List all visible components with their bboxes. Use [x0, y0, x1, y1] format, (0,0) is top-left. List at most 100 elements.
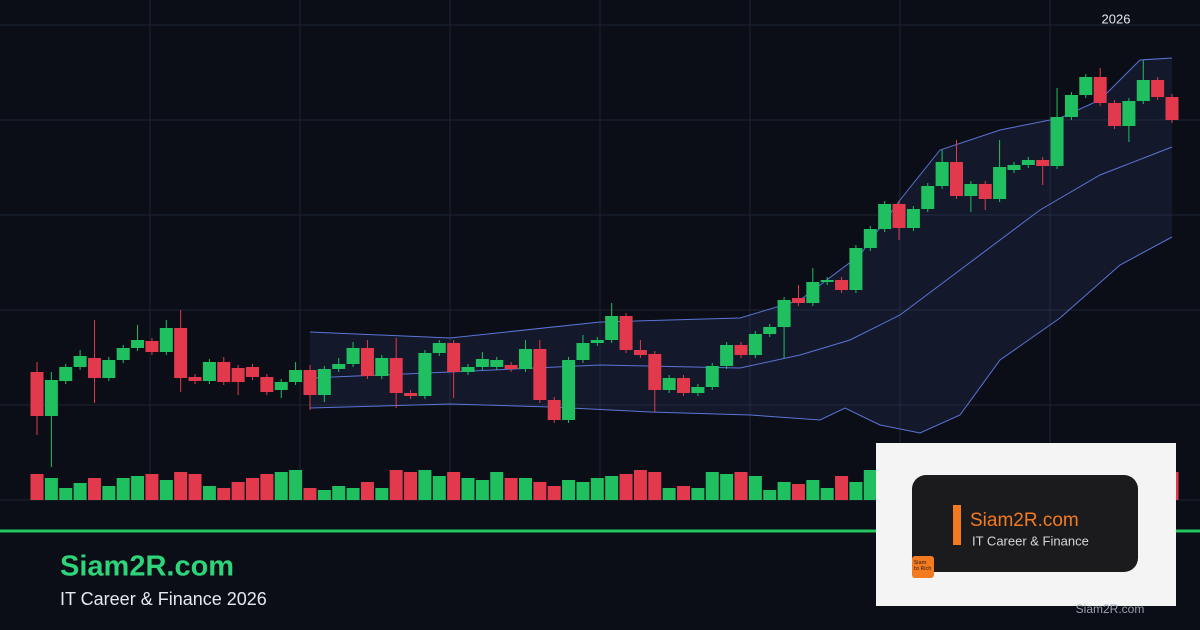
candle-body	[346, 348, 360, 364]
candle-body	[576, 343, 590, 360]
volume-bar	[346, 488, 360, 500]
candle-body	[389, 358, 403, 393]
candle-body	[1165, 97, 1179, 120]
volume-bar	[202, 486, 216, 500]
volume-bar	[303, 488, 317, 500]
candle-body	[87, 358, 101, 378]
volume-bar	[389, 470, 403, 500]
volume-bar	[705, 472, 719, 500]
volume-bar	[648, 472, 662, 500]
candle-body	[763, 327, 777, 334]
volume-bar	[677, 486, 691, 500]
candle-body	[605, 316, 619, 340]
logo-badge	[912, 556, 934, 578]
candle-body	[964, 184, 978, 196]
band-middle	[309, 146, 1173, 379]
volume-bar	[174, 472, 188, 500]
candle-body	[921, 186, 935, 209]
candle-body	[475, 359, 489, 367]
volume-bar	[576, 482, 590, 500]
candle-body	[188, 377, 202, 381]
candle-body	[619, 316, 633, 350]
candle-body	[289, 370, 303, 382]
volume-bar	[131, 476, 145, 500]
volume-bar	[806, 480, 820, 500]
candle-body	[375, 358, 389, 376]
candle-body	[705, 366, 719, 387]
candle-body	[174, 328, 188, 378]
candle-body	[404, 393, 418, 396]
card-title: Siam2R.com	[970, 510, 1079, 531]
candle-body	[59, 367, 73, 381]
candle-body	[116, 348, 130, 360]
candle-body	[806, 282, 820, 303]
candle-body	[878, 204, 892, 229]
candle-body	[547, 400, 561, 420]
volume-bar	[332, 486, 346, 500]
volume-bar	[791, 484, 805, 500]
volume-bar	[777, 482, 791, 500]
volume-bar	[317, 490, 331, 500]
volume-bar	[734, 472, 748, 500]
candle-body	[360, 348, 374, 376]
volume-bar	[102, 486, 116, 500]
volume-bar	[274, 472, 288, 500]
volume-bar	[44, 478, 58, 500]
candle-body	[274, 382, 288, 390]
candle-body	[791, 298, 805, 303]
candle-body	[849, 248, 863, 290]
candle-body	[949, 162, 963, 196]
candle-body	[432, 343, 446, 353]
candle-body	[44, 380, 58, 416]
brand-subtitle: IT Career & Finance 2026	[60, 589, 267, 609]
candle-body	[935, 162, 949, 186]
volume-bar	[289, 470, 303, 500]
candle-body	[748, 334, 762, 355]
candle-body	[1050, 117, 1064, 166]
logo-card: Siam2R.com IT Career & Finance Siam to R…	[876, 443, 1176, 616]
candle-body	[145, 341, 159, 352]
volume-bar	[605, 476, 619, 500]
candle-body	[993, 167, 1007, 199]
volume-bar	[159, 480, 173, 500]
volume-bar	[404, 472, 418, 500]
candle-body	[1007, 165, 1021, 170]
volume-bar	[533, 482, 547, 500]
logo-box: Siam to Rich	[914, 560, 931, 572]
volume-bar	[662, 488, 676, 500]
brand-title: Siam2R.com	[60, 551, 234, 583]
candle-body	[1136, 80, 1150, 101]
volume-bar	[763, 490, 777, 500]
candle-body	[246, 367, 260, 377]
candle-body	[159, 328, 173, 352]
volume-bar	[260, 474, 274, 500]
candle-body	[633, 350, 647, 355]
candle-body	[1036, 160, 1050, 166]
volume-bar	[30, 474, 44, 500]
candle-body	[1079, 77, 1093, 95]
volume-bar	[447, 472, 461, 500]
candle-body	[73, 356, 87, 367]
volume-bar	[418, 470, 432, 500]
candle-body	[677, 378, 691, 393]
volume-bar	[863, 470, 877, 500]
volume-bar	[547, 486, 561, 500]
volume-bar	[59, 488, 73, 500]
candle-body	[260, 377, 274, 392]
watermark: Siam2R.com	[1076, 602, 1145, 616]
volume-bar	[619, 474, 633, 500]
volume-bar	[217, 488, 231, 500]
volume-bar	[820, 488, 834, 500]
card	[912, 475, 1138, 572]
candle-body	[734, 345, 748, 355]
candle-body	[504, 365, 518, 369]
volume-bar	[87, 478, 101, 500]
volume-bar	[518, 478, 532, 500]
candle-body	[317, 369, 331, 395]
candle-body	[1093, 77, 1107, 103]
volume-bar	[246, 478, 260, 500]
candle-body	[662, 378, 676, 390]
volume-bar	[188, 474, 202, 500]
